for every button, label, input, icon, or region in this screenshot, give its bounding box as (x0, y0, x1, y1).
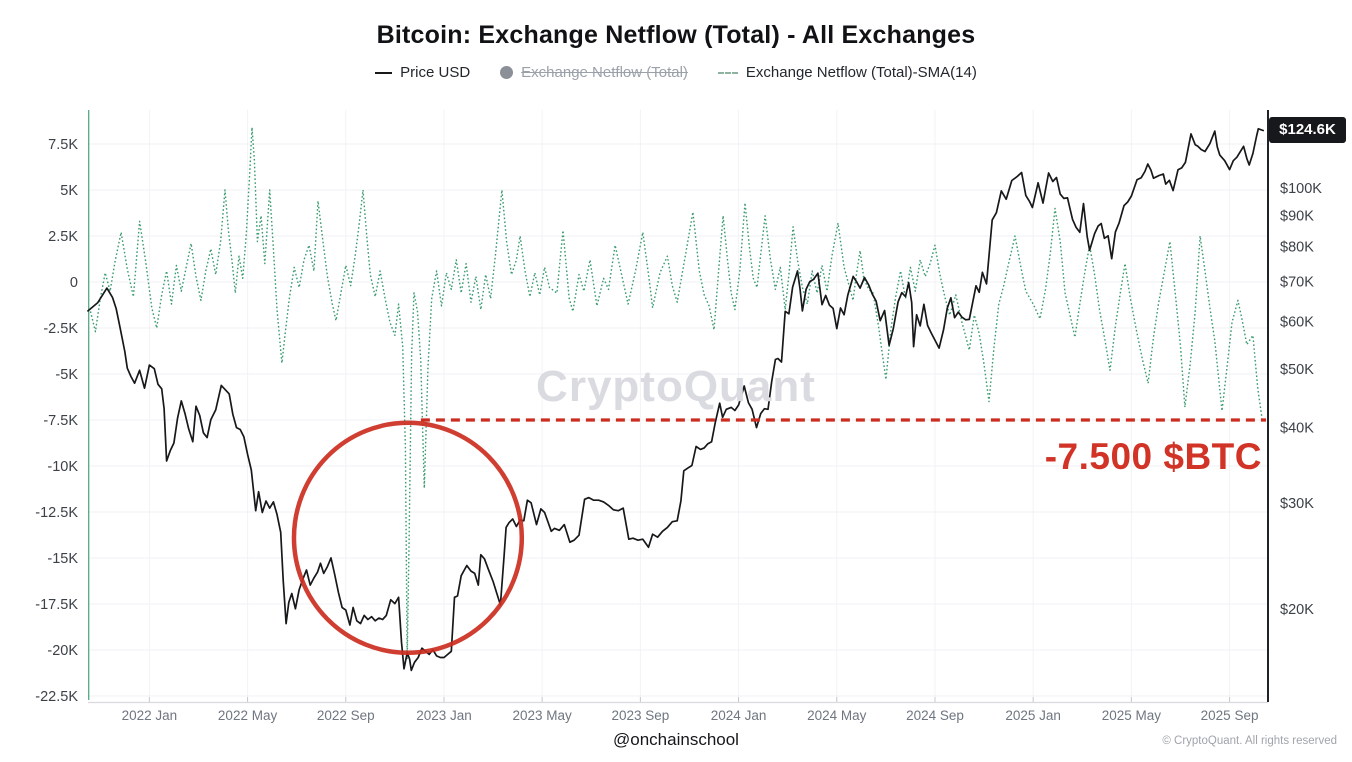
left-axis-tick-label: 0 (70, 275, 78, 291)
chart-title: Bitcoin: Exchange Netflow (Total) - All … (376, 21, 976, 49)
copyright-notice: © CryptoQuant. All rights reserved (1162, 735, 1337, 747)
x-tick-label: 2025 May (1102, 708, 1162, 723)
legend-item-netflow-sma[interactable]: Exchange Netflow (Total)-SMA(14) (717, 64, 977, 81)
x-tick-label: 2023 Sep (611, 708, 669, 723)
legend-item-price-usd[interactable]: Price USD (375, 64, 470, 81)
cryptoquant-watermark: CryptoQuant (536, 362, 816, 411)
left-axis-tick-label: -22.5K (35, 689, 78, 705)
x-tick-label: 2025 Jan (1005, 708, 1061, 723)
right-axis-tick-label: $50K (1280, 362, 1314, 378)
x-tick-label: 2022 Jan (122, 708, 178, 723)
legend-label-netflow-sma: Exchange Netflow (Total)-SMA(14) (745, 64, 977, 81)
left-axis-tick-label: -7.5K (43, 413, 78, 429)
right-axis-tick-label: $30K (1280, 496, 1314, 512)
right-axis-tick-label: $60K (1280, 315, 1314, 331)
netflow-circle-swatch-icon (500, 66, 514, 79)
left-axis-tick-label: -5K (55, 367, 78, 383)
x-tick-label: 2022 Sep (317, 708, 375, 723)
legend-label-price-usd: Price USD (400, 64, 471, 81)
highlight-circle-annotation (291, 420, 525, 656)
x-tick-label: 2024 Jan (711, 708, 767, 723)
right-axis-tick-label: $80K (1280, 239, 1314, 255)
x-tick-label: 2024 May (807, 708, 867, 723)
right-axis-tick-label: $40K (1280, 421, 1314, 437)
x-tick-label: 2025 Sep (1201, 708, 1259, 723)
left-axis-tick-label: -17.5K (35, 597, 78, 613)
left-axis-tick-label: 7.5K (48, 137, 78, 153)
chart-legend: Price USD Exchange Netflow (Total) Excha… (0, 64, 1352, 81)
left-axis-tick-label: 2.5K (48, 229, 78, 245)
left-axis-tick-label: -20K (47, 643, 78, 659)
right-axis-tick-label: $100K (1280, 181, 1322, 197)
author-handle: @onchainschool (613, 730, 739, 749)
right-axis-tick-label: $70K (1280, 274, 1314, 290)
threshold-annotation-label: -7.500 $BTC (1044, 436, 1262, 477)
right-axis-tick-label: $20K (1280, 602, 1314, 618)
left-axis-tick-label: -10K (47, 459, 78, 475)
left-axis-tick-label: 5K (60, 183, 78, 199)
legend-item-exchange-netflow[interactable]: Exchange Netflow (Total) (500, 64, 688, 81)
legend-label-exchange-netflow: Exchange Netflow (Total) (521, 64, 688, 81)
left-axis-tick-label: -15K (47, 551, 78, 567)
x-tick-label: 2023 Jan (416, 708, 472, 723)
left-axis-tick-label: -2.5K (43, 321, 78, 337)
x-tick-label: 2024 Sep (906, 708, 964, 723)
sma-dash-swatch-icon (717, 71, 738, 74)
right-axis-tick-label: $90K (1280, 209, 1314, 225)
last-price-badge: $124.6K (1269, 117, 1346, 143)
left-axis-tick-label: -12.5K (35, 505, 78, 521)
price-line-swatch-icon (375, 71, 393, 74)
x-tick-label: 2022 May (218, 708, 278, 723)
price-line (87, 127, 1265, 672)
x-tick-label: 2023 May (513, 708, 573, 723)
